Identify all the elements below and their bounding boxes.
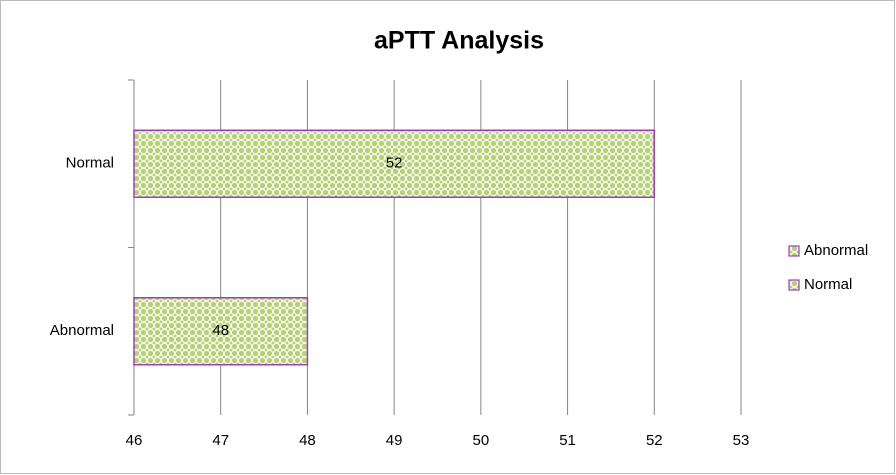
x-tick-label: 51	[559, 432, 576, 449]
x-tick-label: 46	[126, 432, 143, 449]
legend-swatch	[788, 279, 800, 291]
bar	[133, 297, 309, 366]
x-tick-label: 49	[386, 432, 403, 449]
legend-swatch	[788, 245, 800, 257]
x-tick-label: 53	[733, 432, 750, 449]
y-tick-label: Abnormal	[50, 322, 114, 339]
bar	[133, 129, 656, 198]
x-tick-label: 48	[299, 432, 316, 449]
y-tick-label: Normal	[66, 155, 114, 172]
data-label: 48	[212, 322, 229, 339]
x-tick-label: 50	[473, 432, 490, 449]
chart-title: aPTT Analysis	[374, 27, 544, 55]
legend-label: Normal	[804, 276, 852, 293]
x-tick-label: 47	[212, 432, 229, 449]
legend-label: Abnormal	[804, 242, 868, 259]
x-tick-label: 52	[646, 432, 663, 449]
data-label: 52	[386, 155, 403, 172]
